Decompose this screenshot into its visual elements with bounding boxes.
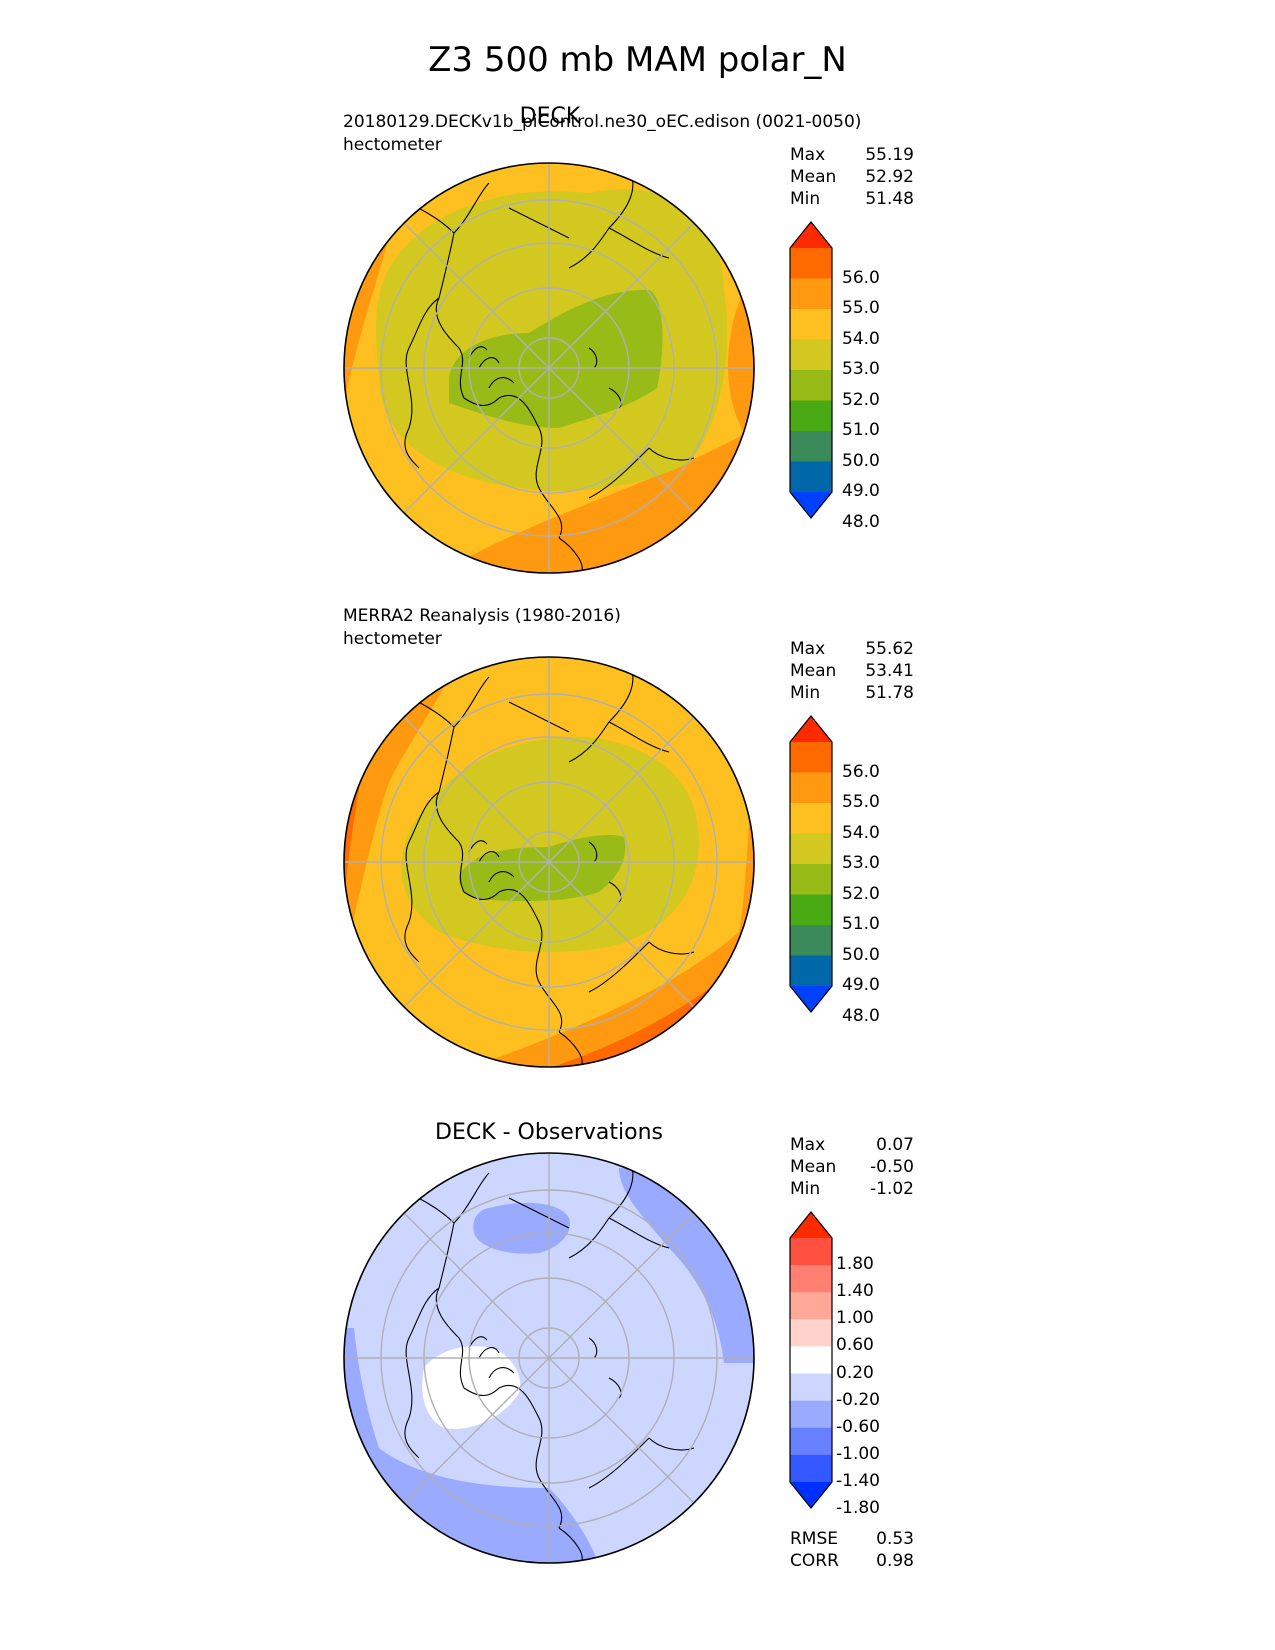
panel-3-polar-map <box>343 1152 755 1564</box>
colorbar-segment <box>790 248 832 279</box>
colorbar-tick-label: 52.0 <box>842 389 880 410</box>
colorbar-segment <box>790 339 832 371</box>
colorbar-tick-label: 1.40 <box>836 1281 874 1302</box>
colorbar-tick-label: 53.0 <box>842 359 880 379</box>
panel-3-colorbar-ticks: 1.80 1.40 1.00 0.60 0.20 -0.20 -0.60 -1.00 -1.40… <box>836 1212 896 1518</box>
colorbar-tick-label: -1.40 <box>836 1471 880 1491</box>
colorbar-extend-max <box>790 1212 832 1238</box>
colorbar-segment <box>790 278 832 310</box>
panel-1-polar-map <box>343 162 755 574</box>
colorbar-segment <box>790 925 832 956</box>
map-boundary <box>343 656 755 1068</box>
panel-3-title: DECK - Observations <box>435 1120 663 1145</box>
colorbar-tick-label: 56.0 <box>842 267 880 288</box>
colorbar-tick-label: -1.80 <box>836 1498 880 1519</box>
colorbar-segment <box>790 1454 832 1483</box>
panel-1-colorbar <box>789 221 833 519</box>
colorbar-tick-label: 54.0 <box>842 822 880 843</box>
colorbar-segment <box>790 431 832 462</box>
colorbar-outline <box>789 715 833 1013</box>
panel-2-colorbar-ticks: 56.0 55.0 54.0 53.0 52.0 51.0 50.0 49.0 48.0 <box>842 716 902 1026</box>
colorbar-tick-label: -1.00 <box>836 1443 880 1464</box>
colorbar-tick-label: -0.20 <box>836 1389 880 1410</box>
coastline <box>398 661 695 1067</box>
colorbar-segment <box>790 370 832 401</box>
colorbar-tick-label: -0.60 <box>836 1416 880 1437</box>
colorbar-extend-max <box>790 222 832 248</box>
colorbar-segment <box>790 1373 832 1402</box>
colorbar-segment <box>790 833 832 865</box>
colorbar-segment <box>790 955 832 987</box>
colorbar-segment <box>790 1265 832 1293</box>
colorbar-segment <box>790 1292 832 1320</box>
panel-3-colorbar <box>789 1211 833 1509</box>
colorbar-extend-min <box>790 986 832 1012</box>
colorbar-segment <box>790 1319 832 1347</box>
diff-near-zero-patch <box>422 1346 521 1429</box>
diff-neg-0.6-1.0-patch-north <box>473 1202 570 1254</box>
colorbar-tick-label: 52.0 <box>842 883 880 904</box>
colorbar-segment <box>790 894 832 926</box>
colorbar-tick-label: 53.0 <box>842 853 880 873</box>
colorbar-tick-label: 55.0 <box>842 792 880 812</box>
colorbar-tick-label: 48.0 <box>842 511 880 532</box>
colorbar-tick-label: 50.0 <box>842 944 880 965</box>
colorbar-outline <box>789 1211 833 1509</box>
panel-2-polar-map <box>343 656 755 1068</box>
colorbar-segment <box>790 1427 832 1456</box>
panel-1-units: hectometer <box>343 135 442 155</box>
panel-2-subtitle: MERRA2 Reanalysis (1980-2016) <box>343 606 621 626</box>
lat-lon-grid <box>344 163 754 573</box>
coastline <box>398 167 695 573</box>
panel-1-subtitle: 20180129.DECKv1b_piControl.ne30_oEC.edis… <box>343 112 862 132</box>
colorbar-tick-label: 0.60 <box>836 1335 874 1356</box>
panel-2-stats: Max 55.62 Mean 53.41 Min 51.78 <box>790 639 914 703</box>
map-boundary <box>343 162 755 574</box>
lat-lon-grid <box>344 1153 754 1563</box>
lat-lon-grid <box>344 657 754 1067</box>
panel-1-title: DECK <box>519 104 581 129</box>
figure-title: Z3 500 mb MAM polar_N <box>428 40 847 80</box>
colorbar-tick-label: 48.0 <box>842 1005 880 1026</box>
colorbar-extend-min <box>790 1482 832 1508</box>
colorbar-tick-label: 49.0 <box>842 975 880 995</box>
colorbar-tick-label: 50.0 <box>842 450 880 471</box>
map-boundary <box>343 1152 755 1564</box>
panel-3-stats: Max 0.07 Mean -0.50 Min -1.02 <box>790 1135 914 1199</box>
z3-55-54-band-south <box>469 742 754 1067</box>
colorbar-tick-label: 49.0 <box>842 481 880 501</box>
colorbar-segment <box>790 1346 832 1375</box>
diff-neg-0.6-1.0-patch-east <box>619 1168 754 1363</box>
colorbar-extend-max <box>790 716 832 742</box>
colorbar-segment <box>790 461 832 493</box>
colorbar-tick-label: 51.0 <box>842 914 880 934</box>
colorbar-segment <box>790 400 832 432</box>
colorbar-segment <box>790 803 832 834</box>
colorbar-segment <box>790 1400 832 1429</box>
coastline <box>398 1157 695 1563</box>
colorbar-tick-label: 1.00 <box>836 1308 874 1329</box>
colorbar-segment <box>790 309 832 340</box>
panel-3-metrics: RMSE 0.53 CORR 0.98 <box>790 1529 914 1571</box>
colorbar-tick-label: 55.0 <box>842 298 880 318</box>
z3-52-51-core <box>449 289 663 428</box>
panel-1-colorbar-ticks: 56.0 55.0 54.0 53.0 52.0 51.0 50.0 49.0 48.0 <box>842 222 902 532</box>
colorbar-tick-label: 1.80 <box>836 1254 874 1275</box>
colorbar-segment <box>790 1238 832 1266</box>
panel-2-units: hectometer <box>343 629 442 649</box>
colorbar-outline <box>789 221 833 519</box>
colorbar-tick-label: 56.0 <box>842 761 880 782</box>
colorbar-tick-label: 0.20 <box>836 1362 874 1383</box>
colorbar-extend-min <box>790 492 832 518</box>
colorbar-segment <box>790 864 832 895</box>
colorbar-tick-label: 51.0 <box>842 420 880 440</box>
panel-1-stats: Max 55.19 Mean 52.92 Min 51.48 <box>790 145 914 209</box>
colorbar-tick-label: 54.0 <box>842 328 880 349</box>
colorbar-segment <box>790 742 832 773</box>
panel-2-colorbar <box>789 715 833 1013</box>
colorbar-segment <box>790 772 832 804</box>
